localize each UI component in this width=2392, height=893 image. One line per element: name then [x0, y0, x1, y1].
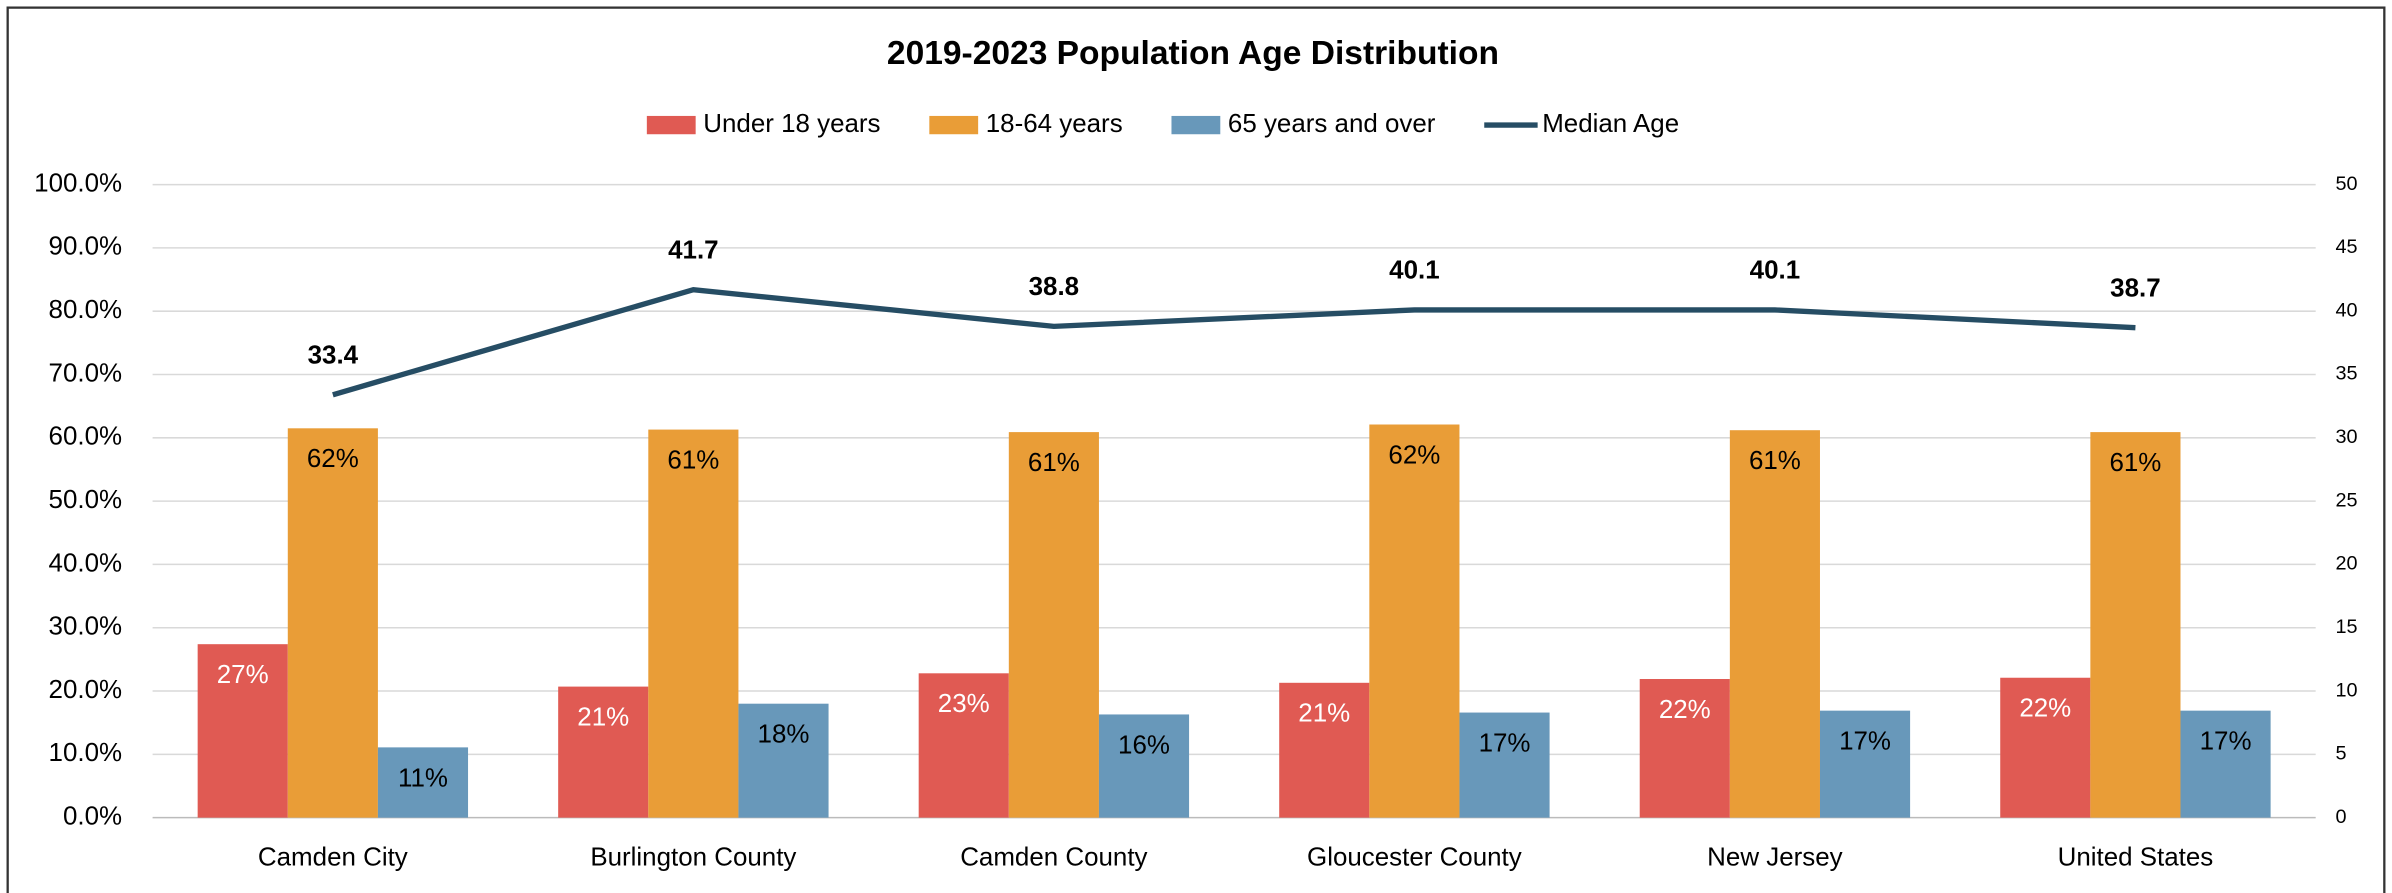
x-tick-label: Gloucester County — [1307, 844, 1522, 872]
y2-tick-label: 0 — [2336, 806, 2347, 828]
y2-tick-label: 40 — [2336, 299, 2358, 321]
bar — [1639, 679, 1730, 818]
y2-tick-label: 50 — [2336, 173, 2358, 195]
bar — [1369, 424, 1460, 818]
x-tick-label: New Jersey — [1707, 844, 1842, 872]
bar — [197, 644, 288, 818]
data-label: 17% — [1479, 729, 1531, 757]
bar — [1819, 710, 1911, 818]
bar — [918, 673, 1009, 818]
y-tick-label: 100.0% — [34, 169, 122, 197]
y2-tick-label: 5 — [2336, 743, 2347, 765]
y-tick-label: 50.0% — [49, 486, 123, 514]
line-label: 38.7 — [2110, 274, 2160, 302]
y-tick-label: 10.0% — [49, 739, 123, 767]
bar — [1729, 430, 1820, 818]
data-label: 17% — [1839, 728, 1891, 756]
data-label: 16% — [1118, 731, 1170, 759]
y-tick-label: 40.0% — [49, 549, 123, 577]
legend-swatch — [1171, 115, 1221, 135]
data-label: 61% — [1028, 449, 1080, 477]
y-tick-label: 20.0% — [49, 676, 123, 704]
line-label: 40.1 — [1750, 257, 1800, 285]
y2-tick-label: 20 — [2336, 553, 2358, 575]
y-tick-label: 70.0% — [49, 359, 123, 387]
data-label: 23% — [938, 690, 990, 718]
line-label: 41.7 — [668, 236, 718, 264]
bar — [1098, 714, 1190, 818]
data-label: 62% — [1388, 441, 1440, 469]
y-tick-label: 60.0% — [49, 423, 123, 451]
data-label: 11% — [398, 764, 448, 792]
x-tick-label: Camden County — [960, 844, 1147, 872]
data-label: 18% — [758, 721, 810, 749]
y-tick-label: 0.0% — [63, 802, 122, 830]
bar — [2180, 710, 2271, 818]
line-series — [332, 286, 2136, 398]
legend-label: Under 18 years — [703, 110, 880, 138]
bar — [558, 686, 649, 818]
legend-label: Median Age — [1542, 110, 1679, 138]
y2-tick-label: 45 — [2336, 236, 2358, 258]
data-label: 61% — [667, 446, 719, 474]
y-tick-label: 30.0% — [49, 613, 123, 641]
data-label: 61% — [2109, 449, 2161, 477]
x-tick-label: Camden City — [258, 844, 408, 872]
y2-tick-label: 35 — [2336, 363, 2358, 385]
bar — [377, 747, 469, 818]
bar — [2090, 432, 2181, 818]
x-tick-label: United States — [2058, 844, 2214, 872]
data-label: 27% — [217, 661, 269, 689]
y-tick-label: 90.0% — [49, 233, 123, 261]
legend-label: 18-64 years — [986, 110, 1123, 138]
legend-swatch — [646, 115, 696, 135]
chart-frame — [6, 6, 2386, 893]
data-label: 62% — [307, 445, 359, 473]
bar — [1008, 432, 1099, 818]
data-label: 22% — [2019, 695, 2071, 723]
line-label: 40.1 — [1389, 257, 1439, 285]
data-label: 21% — [1298, 700, 1350, 728]
bar — [1279, 682, 1370, 818]
legend-label: 65 years and over — [1228, 110, 1436, 138]
line-label: 38.8 — [1029, 273, 1079, 301]
y2-tick-label: 30 — [2336, 426, 2358, 448]
y2-tick-label: 15 — [2336, 616, 2358, 638]
data-label: 21% — [577, 703, 629, 731]
bar — [2000, 677, 2091, 818]
bar — [738, 703, 829, 818]
data-label: 61% — [1749, 447, 1801, 475]
y-tick-label: 80.0% — [49, 296, 123, 324]
bar — [287, 428, 378, 818]
legend-swatch — [929, 115, 979, 135]
y2-tick-label: 25 — [2336, 489, 2358, 511]
bar — [1459, 712, 1550, 818]
data-label: 17% — [2200, 728, 2252, 756]
line-label: 33.4 — [308, 341, 359, 369]
y2-tick-label: 10 — [2336, 679, 2358, 701]
chart-title: 2019-2023 Population Age Distribution — [887, 35, 1499, 72]
data-label: 22% — [1659, 696, 1711, 724]
bar — [648, 429, 739, 818]
x-tick-label: Burlington County — [590, 844, 796, 872]
